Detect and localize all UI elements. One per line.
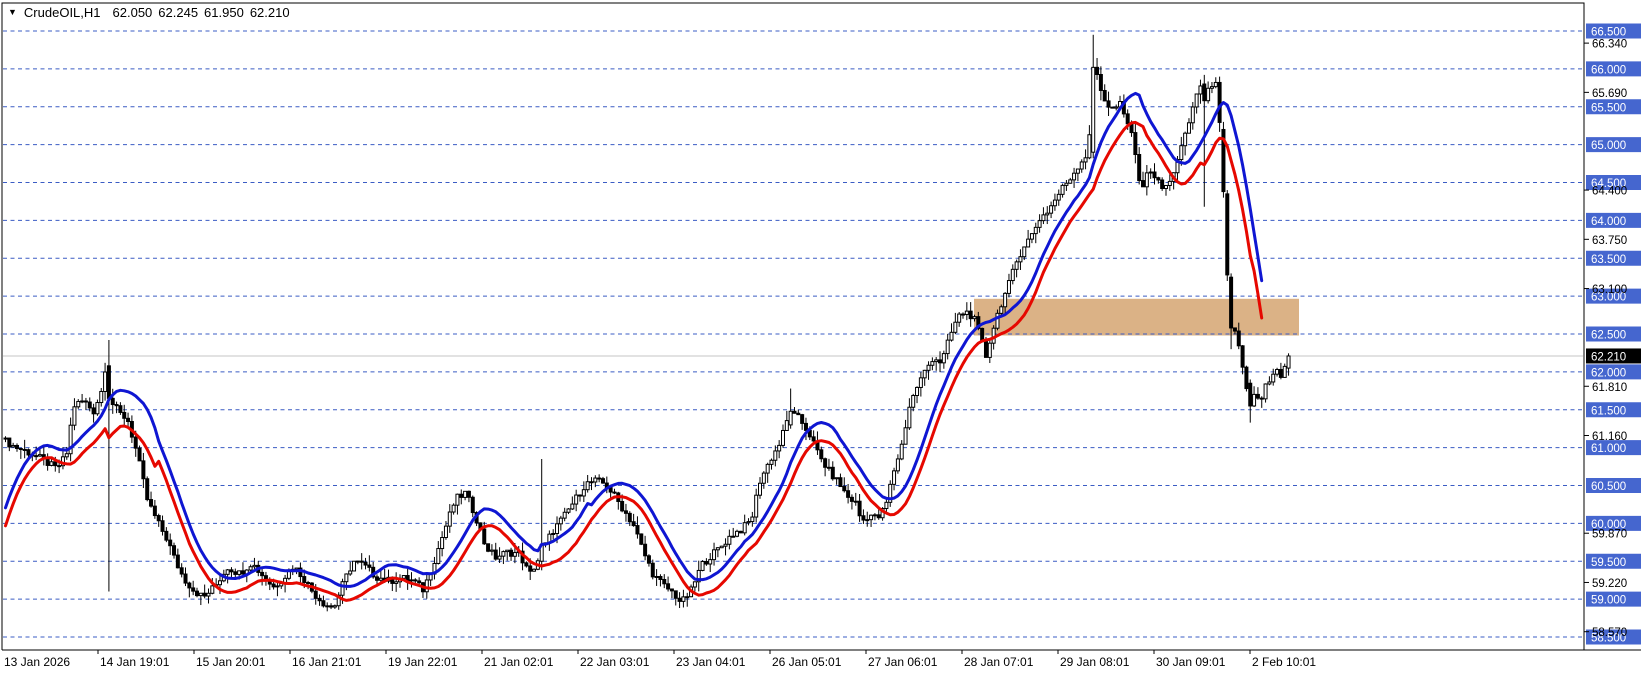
- time-axis-label: 22 Jan 03:01: [580, 655, 650, 669]
- time-axis-label: 14 Jan 19:01: [100, 655, 170, 669]
- price-grid-label-box: [1586, 23, 1641, 39]
- price-grid-label: 59.000: [1591, 595, 1626, 607]
- ohlc-high: 62.245: [158, 4, 199, 20]
- time-axis-label: 21 Jan 02:01: [484, 655, 554, 669]
- price-grid-label-box: [1586, 440, 1641, 456]
- price-grid-label-box: [1586, 175, 1641, 190]
- price-tick-label: 61.160: [1592, 431, 1627, 443]
- time-axis-label: 29 Jan 08:01: [1060, 655, 1130, 669]
- time-axis-label: 26 Jan 05:01: [772, 655, 842, 669]
- price-grid-label: 63.000: [1591, 292, 1626, 304]
- price-grid-label-box: [1586, 553, 1641, 569]
- time-axis-label: 2 Feb 10:01: [1252, 655, 1316, 669]
- ma-slow-blue-line: [4, 91, 1264, 588]
- price-grid-label-box: [1586, 326, 1641, 342]
- ohlc-low: 61.950: [204, 4, 244, 20]
- price-grid-label: 62.000: [1591, 367, 1626, 379]
- time-axis-label: 23 Jan 04:01: [676, 655, 746, 669]
- plot-border: [1, 2, 1641, 651]
- price-grid-label: 60.000: [1591, 519, 1626, 531]
- chart-title: ▼ CrudeOIL,H1 62.050 62.245 61.950 62.21…: [8, 4, 296, 20]
- ohlc-open: 62.050: [112, 4, 153, 20]
- price-grid-label: 63.500: [1591, 254, 1626, 266]
- price-tick-label: 66.340: [1592, 39, 1627, 51]
- time-axis-label: 15 Jan 20:01: [196, 655, 266, 669]
- price-grid-label: 59.500: [1591, 557, 1626, 569]
- price-grid-label-box: [1586, 515, 1641, 531]
- price-grid-label: 64.500: [1591, 178, 1626, 190]
- price-grid-label: 61.000: [1591, 443, 1626, 455]
- candles-layer: [3, 34, 1291, 612]
- time-axis-label: 28 Jan 07:01: [964, 655, 1034, 669]
- symbol-dropdown-icon[interactable]: ▼: [8, 7, 17, 17]
- price-grid-label: 61.500: [1591, 405, 1626, 417]
- price-grid-label-box: [1586, 61, 1641, 77]
- price-grid-label-box: [1586, 591, 1641, 607]
- price-grid-label: 66.000: [1591, 64, 1626, 76]
- symbol-timeframe-label: CrudeOIL,H1: [23, 4, 101, 20]
- price-tick-label: 63.100: [1592, 284, 1627, 296]
- price-tick-label: 63.750: [1592, 235, 1627, 247]
- ma-fast-red-line: [4, 120, 1264, 602]
- price-grid-label-box: [1586, 364, 1641, 380]
- price-grid-label: 60.500: [1591, 481, 1626, 493]
- price-tick-label: 61.810: [1592, 382, 1627, 394]
- price-grid-label: 65.500: [1591, 102, 1626, 114]
- price-grid-label: 64.000: [1591, 216, 1626, 228]
- price-grid-label: 58.500: [1591, 633, 1626, 645]
- price-grid-label-box: [1586, 212, 1641, 228]
- time-axis[interactable]: 13 Jan 2026 14 Jan 19:01 15 Jan 20:01 16 Ja…: [4, 650, 1316, 669]
- last-price-label: 62.210: [1591, 351, 1626, 363]
- price-grid-label-box: [1586, 402, 1641, 418]
- grid-layer: [3, 30, 1583, 638]
- price-grid-label: 62.500: [1591, 330, 1626, 342]
- price-grid-label: 66.500: [1591, 27, 1626, 39]
- price-axis[interactable]: 66.500 66.000 65.500 65.000 64.500 64.000 63.5…: [1584, 23, 1641, 645]
- price-tick-label: 64.400: [1592, 186, 1627, 198]
- ohlc-close: 62.210: [249, 4, 290, 20]
- time-axis-label: 16 Jan 21:01: [292, 655, 362, 669]
- time-axis-label: 13 Jan 2026: [4, 655, 70, 669]
- price-grid-label-box: [1586, 137, 1641, 153]
- price-grid-label-box: [1586, 288, 1641, 304]
- price-grid-label-box: [1586, 629, 1641, 645]
- price-grid-label-box: [1586, 250, 1641, 266]
- price-tick-label: 58.570: [1592, 627, 1627, 639]
- price-tick-label: 65.690: [1592, 88, 1627, 100]
- supply-zone-rectangle[interactable]: [974, 298, 1299, 336]
- time-axis-label: 30 Jan 09:01: [1156, 655, 1226, 669]
- price-tick-label: 59.220: [1592, 578, 1627, 590]
- price-tick-label: 59.870: [1592, 529, 1627, 541]
- time-axis-label: 19 Jan 22:01: [388, 655, 458, 669]
- price-grid-label: 65.000: [1591, 140, 1626, 152]
- time-axis-label: 27 Jan 06:01: [868, 655, 938, 669]
- price-grid-label-box: [1586, 478, 1641, 493]
- price-grid-label-box: [1586, 99, 1641, 115]
- last-price-label-box: [1586, 348, 1641, 364]
